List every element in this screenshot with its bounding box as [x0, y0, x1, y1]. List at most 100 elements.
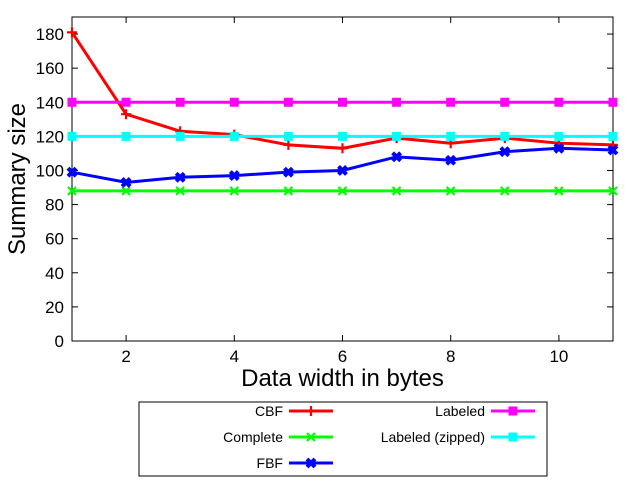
- data-point: [121, 109, 132, 120]
- data-point: [500, 186, 510, 196]
- data-point-shape: [337, 165, 348, 176]
- legend-marker-shape: [508, 432, 518, 442]
- data-point-shape: [499, 146, 511, 158]
- data-point: [174, 171, 186, 183]
- data-point-shape: [121, 97, 131, 107]
- data-point: [229, 131, 239, 141]
- y-tick-label: 100: [36, 161, 64, 180]
- data-point: [175, 186, 185, 196]
- data-point: [282, 166, 294, 178]
- data-point: [608, 131, 618, 141]
- data-point: [554, 131, 564, 141]
- data-point-shape: [121, 131, 131, 141]
- series-1: [67, 186, 618, 196]
- data-point-shape: [283, 186, 294, 196]
- data-point: [338, 97, 347, 107]
- legend-label: CBF: [255, 403, 283, 419]
- data-point: [445, 186, 456, 196]
- data-point: [554, 186, 564, 196]
- series-3: [67, 97, 618, 107]
- data-point: [175, 131, 185, 141]
- series-line: [70, 31, 614, 150]
- data-point: [554, 97, 564, 107]
- data-point: [499, 146, 511, 158]
- data-point-shape: [554, 131, 564, 141]
- legend-item-1: Complete: [223, 429, 333, 445]
- data-point-shape: [337, 143, 348, 154]
- data-point-shape: [282, 166, 294, 178]
- data-point-shape: [229, 131, 239, 141]
- data-point-shape: [228, 170, 240, 182]
- legend-marker-shape: [306, 432, 316, 442]
- data-point-shape: [500, 97, 510, 107]
- data-point-shape: [554, 186, 564, 196]
- legend-item-0: CBF: [255, 403, 333, 419]
- data-point-shape: [338, 131, 347, 141]
- series-line: [71, 146, 614, 184]
- data-point-shape: [120, 176, 132, 188]
- y-axis-label: Summary size: [4, 103, 31, 255]
- data-point-shape: [67, 131, 77, 141]
- data-point: [500, 97, 510, 107]
- data-point: [608, 186, 618, 196]
- data-point-shape: [608, 131, 618, 141]
- data-point-shape: [283, 139, 294, 150]
- data-point: [283, 131, 293, 141]
- legend-marker-shape: [508, 406, 518, 416]
- data-point-shape: [500, 131, 510, 141]
- legend-marker: [306, 406, 316, 416]
- data-point: [283, 186, 294, 196]
- series-4: [67, 131, 618, 141]
- data-point-shape: [500, 186, 510, 196]
- x-tick-label: 4: [230, 347, 239, 366]
- data-point: [283, 97, 293, 107]
- x-tick-label: 10: [549, 347, 568, 366]
- data-point: [446, 131, 456, 141]
- data-point-shape: [446, 131, 456, 141]
- data-point-shape: [392, 97, 402, 107]
- data-point-shape: [67, 186, 77, 196]
- y-tick-label: 160: [36, 59, 64, 78]
- data-point: [338, 131, 347, 141]
- data-point: [229, 186, 240, 196]
- legend-label: Labeled: [435, 403, 485, 419]
- data-point: [67, 186, 77, 196]
- data-point-shape: [121, 109, 132, 120]
- data-point-shape: [175, 186, 185, 196]
- data-point: [445, 154, 457, 166]
- data-point: [283, 139, 294, 150]
- data-point: [391, 151, 403, 163]
- data-point-shape: [174, 171, 186, 183]
- legend-label: FBF: [257, 455, 283, 471]
- x-tick-label: 6: [338, 347, 347, 366]
- data-point: [446, 97, 456, 107]
- data-point-shape: [338, 97, 347, 107]
- data-point-shape: [553, 142, 565, 154]
- data-point: [391, 186, 402, 196]
- data-point: [121, 186, 131, 196]
- data-point-shape: [608, 186, 618, 196]
- legend-label: Labeled (zipped): [381, 429, 485, 445]
- data-point-shape: [175, 97, 185, 107]
- data-point: [608, 97, 618, 107]
- data-point-shape: [121, 186, 131, 196]
- legend-item-4: Labeled (zipped): [381, 429, 535, 445]
- y-tick-label: 60: [45, 230, 64, 249]
- data-point-shape: [391, 186, 402, 196]
- x-tick-label: 2: [121, 347, 130, 366]
- data-point: [553, 142, 565, 154]
- data-point-shape: [229, 186, 240, 196]
- legend-marker: [508, 432, 518, 442]
- y-tick-label: 40: [45, 264, 64, 283]
- data-point: [120, 176, 132, 188]
- data-point: [337, 143, 348, 154]
- data-point-shape: [283, 131, 293, 141]
- y-tick-label: 20: [45, 298, 64, 317]
- data-point-shape: [446, 97, 456, 107]
- y-tick-label: 180: [36, 25, 64, 44]
- data-point-shape: [283, 97, 293, 107]
- legend-marker: [508, 406, 518, 416]
- data-point-shape: [392, 131, 402, 141]
- data-point: [66, 166, 78, 178]
